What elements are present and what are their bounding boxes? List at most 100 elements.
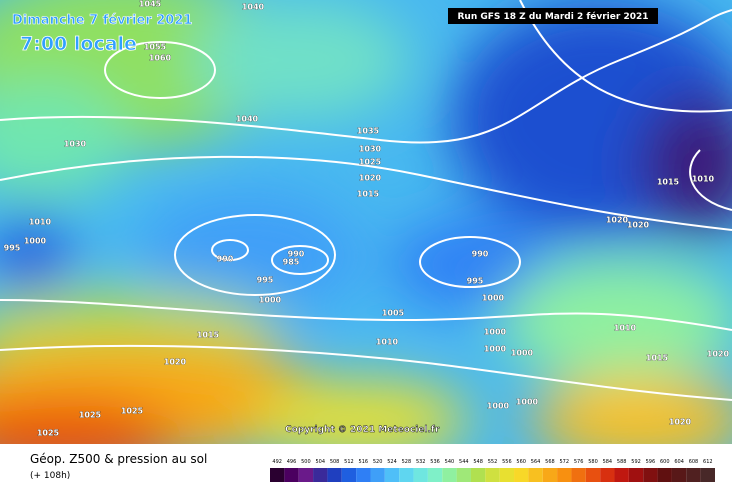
isobar-label: 990 [472,250,489,259]
legend-swatch [270,468,285,482]
isobar-label: 1035 [357,127,380,136]
legend-label: 548 [473,459,483,465]
time: 7:00 locale [20,33,137,55]
legend-swatch [313,468,328,482]
isobar-label: 1020 [669,418,692,427]
isobar-label: 1010 [614,324,637,333]
legend-swatch [528,468,543,482]
legend-label: 604 [674,459,684,465]
legend-label: 540 [445,459,455,465]
legend-swatch [571,468,586,482]
legend-swatch [657,468,672,482]
isobar-label: 1015 [197,331,220,340]
legend: 492 496 500 504 508 512 516 520 524 528 532 536 540 5… [270,459,715,482]
isobar-label: 1000 [24,237,47,246]
isobar-label: 1055 [144,43,167,52]
isobar-label: 1000 [484,328,507,337]
legend-label: 588 [617,459,627,465]
isobar-label: 1020 [707,350,730,359]
legend-label: 584 [603,459,613,465]
legend-swatch [442,468,457,482]
isobar-label: 1060 [149,54,172,63]
legend-swatch [585,468,601,482]
isobar-label: 985 [283,258,300,267]
legend-label: 520 [373,459,383,465]
isobar-label: 1025 [121,407,144,416]
legend-label: 556 [502,459,512,465]
footer-title: Géop. Z500 & pression au sol [30,452,207,466]
isobar-label: 1015 [646,354,669,363]
legend-label: 512 [344,459,354,465]
legend-swatch [628,468,644,482]
legend-label: 572 [560,459,570,465]
legend-label: 568 [545,459,555,465]
isobar-label: 1025 [79,411,102,420]
isobar-label: 1000 [487,402,510,411]
legend-label: 580 [588,459,598,465]
isobar-label: 1010 [29,218,52,227]
date: Dimanche 7 février 2021 [12,13,192,28]
isobar-label: 1010 [692,175,715,184]
isobar-label: 995 [4,244,21,253]
legend-label: 596 [646,459,656,465]
legend-label: 564 [531,459,541,465]
legend-label: 576 [574,459,584,465]
isobar-label: 1020 [627,221,650,230]
isobar-label: 1025 [359,158,382,167]
isobar-label: 1010 [376,338,399,347]
isobar-label: 1005 [382,309,405,318]
legend-label: 492 [272,459,282,465]
legend-label: 500 [301,459,311,465]
legend-label: 552 [488,459,498,465]
isobar-label: 1000 [484,345,507,354]
legend-swatch [370,468,385,482]
isobar-label: 995 [257,276,274,285]
legend-swatch [456,468,471,482]
isobar-label: 1025 [37,429,60,438]
copyright: Copyright © 2021 Meteociel.fr [285,425,440,435]
isobar-label: 1000 [259,296,282,305]
legend-swatch [327,468,342,482]
legend-swatch [413,468,428,482]
run-info: Run GFS 18 Z du Mardi 2 février 2021 [458,11,649,22]
legend-label: 508 [330,459,340,465]
legend-label: 516 [359,459,369,465]
legend-swatch [470,468,486,482]
legend-swatch [671,468,687,482]
legend-label: 592 [631,459,641,465]
legend-swatch [643,468,658,482]
isobar-label: 1020 [359,174,382,183]
legend-swatch [399,468,414,482]
legend-label: 600 [660,459,670,465]
isobar-label: 990 [217,255,234,264]
isobar-label: 1040 [236,115,259,124]
legend-label: 560 [516,459,526,465]
legend-swatch [427,468,443,482]
isobar-label: 1030 [359,145,382,154]
isobar-lines [0,0,732,401]
isobar-label: 1000 [511,349,534,358]
legend-swatch [557,468,572,482]
isobar-label: 1040 [242,3,265,12]
isobar-label: 1045 [139,0,162,9]
legend-swatch [700,468,715,482]
legend-label: 528 [402,459,412,465]
isobar-label: 1020 [164,358,187,367]
legend-label: 524 [387,459,397,465]
legend-swatch [499,468,515,482]
legend-swatch [341,468,357,482]
isobar-label: 995 [467,277,484,286]
legend-swatch [298,468,314,482]
legend-label: 612 [703,459,713,465]
legend-swatch [686,468,701,482]
isobar-label: 1020 [606,216,629,225]
legend-label: 532 [416,459,426,465]
legend-swatch [614,468,629,482]
isobar-label: 1000 [516,398,539,407]
isobar-label: 990 [288,250,305,259]
legend-swatch [514,468,529,482]
isobar-label: 1000 [482,294,505,303]
legend-label: 496 [287,459,297,465]
